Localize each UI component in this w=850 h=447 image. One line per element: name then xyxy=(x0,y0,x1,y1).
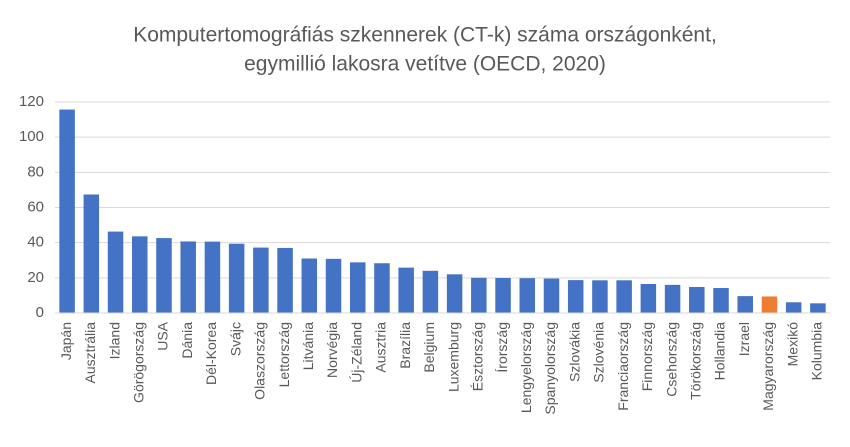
x-tick-label: Ausztria xyxy=(373,322,389,373)
x-tick-label: Spanyolország xyxy=(542,322,558,415)
chart-title: egymillió lakosra vetítve (OECD, 2020) xyxy=(244,53,606,76)
x-tick-label: Magyarország xyxy=(760,322,776,411)
bar xyxy=(713,288,729,313)
x-tick-label: Svájc xyxy=(227,322,243,356)
bar xyxy=(495,278,511,313)
bar xyxy=(398,267,414,313)
bar xyxy=(277,247,293,313)
x-tick-label: Franciaország xyxy=(615,322,631,411)
x-tick-label: Belgium xyxy=(421,322,437,373)
x-tick-label: Törökország xyxy=(688,322,704,400)
bar xyxy=(325,258,342,313)
x-tick-label: Írország xyxy=(494,322,510,373)
bar xyxy=(761,296,778,313)
bar xyxy=(616,280,632,313)
bar xyxy=(737,296,753,313)
x-tick-label: Izland xyxy=(106,322,122,359)
x-tick-label: Norvégia xyxy=(324,322,340,378)
x-tick-label: Olaszország xyxy=(252,322,268,400)
bar xyxy=(471,277,487,313)
x-tick-label: Hollandia xyxy=(712,322,728,381)
bar xyxy=(132,236,148,313)
x-tick-label: Dánia xyxy=(179,322,195,359)
x-tick-label: Brazília xyxy=(397,322,413,369)
bar xyxy=(204,241,221,313)
bar xyxy=(374,263,390,313)
x-tick-label: Szlovénia xyxy=(591,322,607,383)
x-tick-label: Finnország xyxy=(639,322,655,391)
x-tick-label: Litvánia xyxy=(300,322,316,370)
y-tick-label: 120 xyxy=(19,93,44,110)
bar xyxy=(519,278,536,313)
bar xyxy=(785,302,802,313)
x-tick-label: Észtország xyxy=(470,322,486,391)
bar xyxy=(83,194,100,313)
chart-title: Komputertomográfiás szkennerek (CT-k) sz… xyxy=(133,24,717,47)
bar xyxy=(301,258,318,313)
y-tick-label: 60 xyxy=(27,198,44,215)
x-tick-label: Luxemburg xyxy=(445,322,461,392)
y-tick-label: 100 xyxy=(19,128,44,145)
bar xyxy=(156,238,172,313)
x-tick-label: Izrael xyxy=(736,322,752,356)
x-tick-label: Lettország xyxy=(276,322,292,387)
y-tick-label: 0 xyxy=(36,304,44,321)
x-tick-label: Szlovákia xyxy=(566,322,582,382)
bar xyxy=(567,280,584,313)
x-tick-label: Mexikó xyxy=(784,322,800,367)
y-tick-label: 40 xyxy=(27,234,44,251)
bar xyxy=(640,283,657,313)
bar xyxy=(689,286,705,313)
bar xyxy=(592,280,608,313)
x-tick-label: Japán xyxy=(58,322,74,360)
bar xyxy=(180,241,196,313)
y-tick-label: 80 xyxy=(27,163,44,180)
bar xyxy=(228,243,245,313)
bar xyxy=(810,303,826,313)
x-tick-label: Dél-Korea xyxy=(203,322,219,385)
x-tick-label: Kolumbia xyxy=(809,322,825,381)
x-tick-label: Ausztrália xyxy=(82,322,98,384)
bar xyxy=(349,262,366,313)
bar xyxy=(253,247,269,313)
y-tick-label: 20 xyxy=(27,269,44,286)
x-tick-label: USA xyxy=(155,321,171,350)
bar xyxy=(664,284,681,313)
bar xyxy=(107,231,124,313)
bar xyxy=(543,278,560,313)
x-tick-label: Lengyelország xyxy=(518,322,534,413)
x-tick-label: Görögország xyxy=(130,322,146,403)
x-tick-label: Csehország xyxy=(663,322,679,397)
bar xyxy=(59,109,75,313)
bar xyxy=(422,270,439,313)
bar xyxy=(446,274,463,313)
x-tick-label: Új-Zéland xyxy=(348,322,364,383)
